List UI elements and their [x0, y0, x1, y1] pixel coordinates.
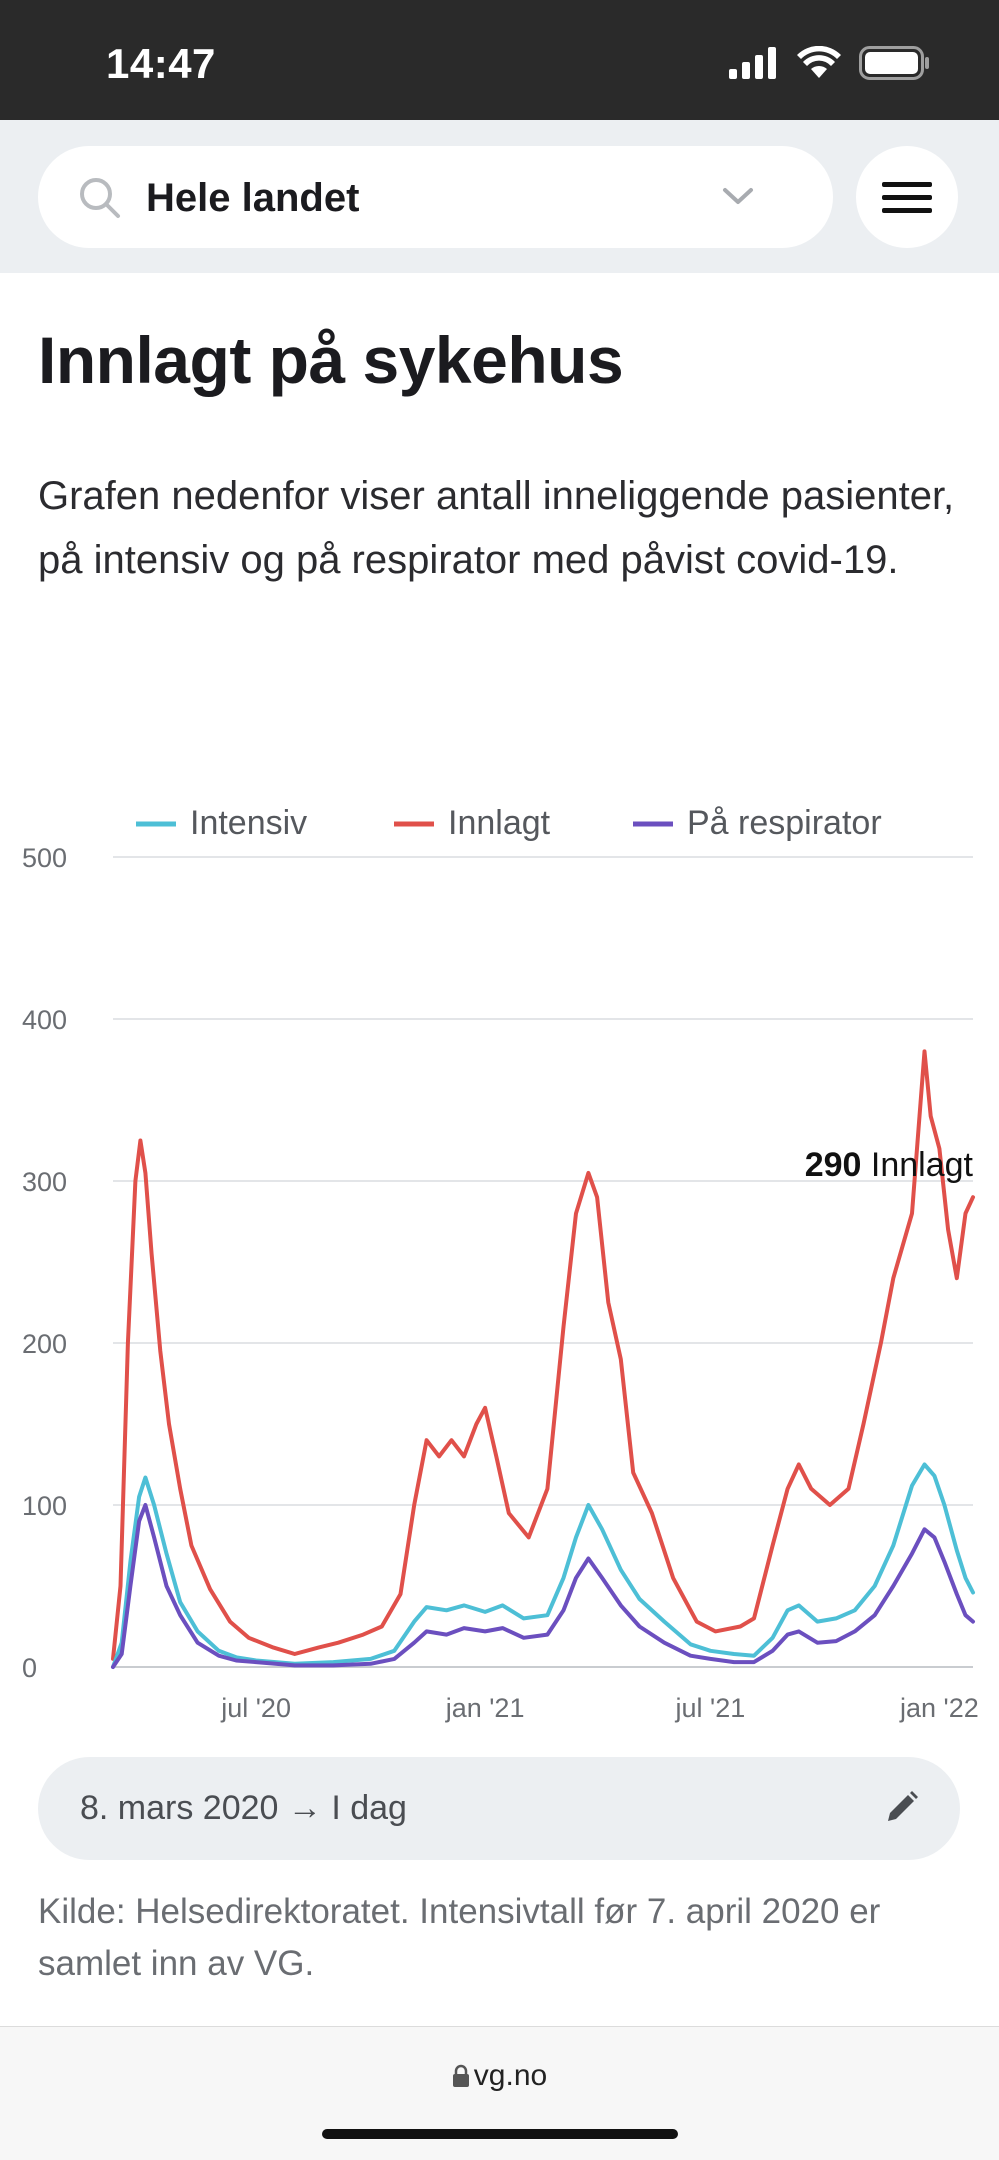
lock-icon	[452, 2062, 470, 2096]
address-bar[interactable]: vg.no	[0, 2059, 999, 2096]
chevron-down-icon	[721, 184, 755, 213]
status-bar: 14:47	[0, 0, 999, 120]
legend-item[interactable]: Intensiv	[136, 804, 307, 842]
region-select[interactable]: Hele landet	[38, 146, 833, 248]
page-title: Innlagt på sykehus	[38, 323, 624, 397]
x-tick-label: jan '21	[445, 1693, 525, 1723]
y-tick-label: 0	[22, 1653, 37, 1683]
pencil-icon	[882, 1789, 920, 1832]
source-note: Kilde: Helsedirektoratet. Intensivtall f…	[38, 1892, 881, 1983]
legend-item[interactable]: Innlagt	[394, 804, 551, 842]
y-tick-label: 300	[22, 1167, 67, 1197]
signal-icon	[729, 47, 779, 84]
series-line-innlagt	[111, 1049, 975, 1661]
legend-label: På respirator	[687, 804, 882, 842]
home-indicator	[322, 2129, 678, 2139]
date-range-button[interactable]: 8. mars 2020 → I dag	[38, 1757, 960, 1860]
legend-label: Intensiv	[190, 804, 307, 842]
x-tick-label: jul '20	[220, 1693, 291, 1723]
wifi-icon	[797, 45, 841, 85]
x-tick-label: jan '22	[899, 1693, 979, 1723]
status-icons	[729, 45, 931, 85]
battery-icon	[859, 46, 931, 85]
menu-button[interactable]	[856, 146, 958, 248]
y-tick-label: 100	[22, 1491, 67, 1521]
y-tick-label: 400	[22, 1005, 67, 1035]
latest-value-annotation: 290 Innlagt	[805, 1146, 974, 1184]
hospitalization-chart: 0 100 200 300 400 500 jul '20 jan '21 jul '21 jan…	[22, 804, 979, 1723]
region-select-value: Hele landet	[146, 176, 360, 220]
search-icon	[78, 176, 122, 225]
url-text: vg.no	[473, 2059, 548, 2092]
series-line-intensiv	[111, 1462, 975, 1669]
series-line-p-respirator	[111, 1503, 975, 1669]
y-tick-label: 200	[22, 1329, 67, 1359]
status-time: 14:47	[106, 40, 216, 87]
x-tick-label: jul '21	[675, 1693, 746, 1723]
browser-bar: vg.no	[0, 2026, 999, 2160]
date-range-label: 8. mars 2020 → I dag	[80, 1789, 407, 1827]
top-bar: Hele landet	[0, 120, 999, 273]
intro-text: Grafen nedenfor viser antall inneliggend…	[38, 474, 955, 582]
legend-item[interactable]: På respirator	[633, 804, 882, 842]
y-tick-label: 500	[22, 843, 67, 873]
legend-label: Innlagt	[448, 804, 551, 842]
